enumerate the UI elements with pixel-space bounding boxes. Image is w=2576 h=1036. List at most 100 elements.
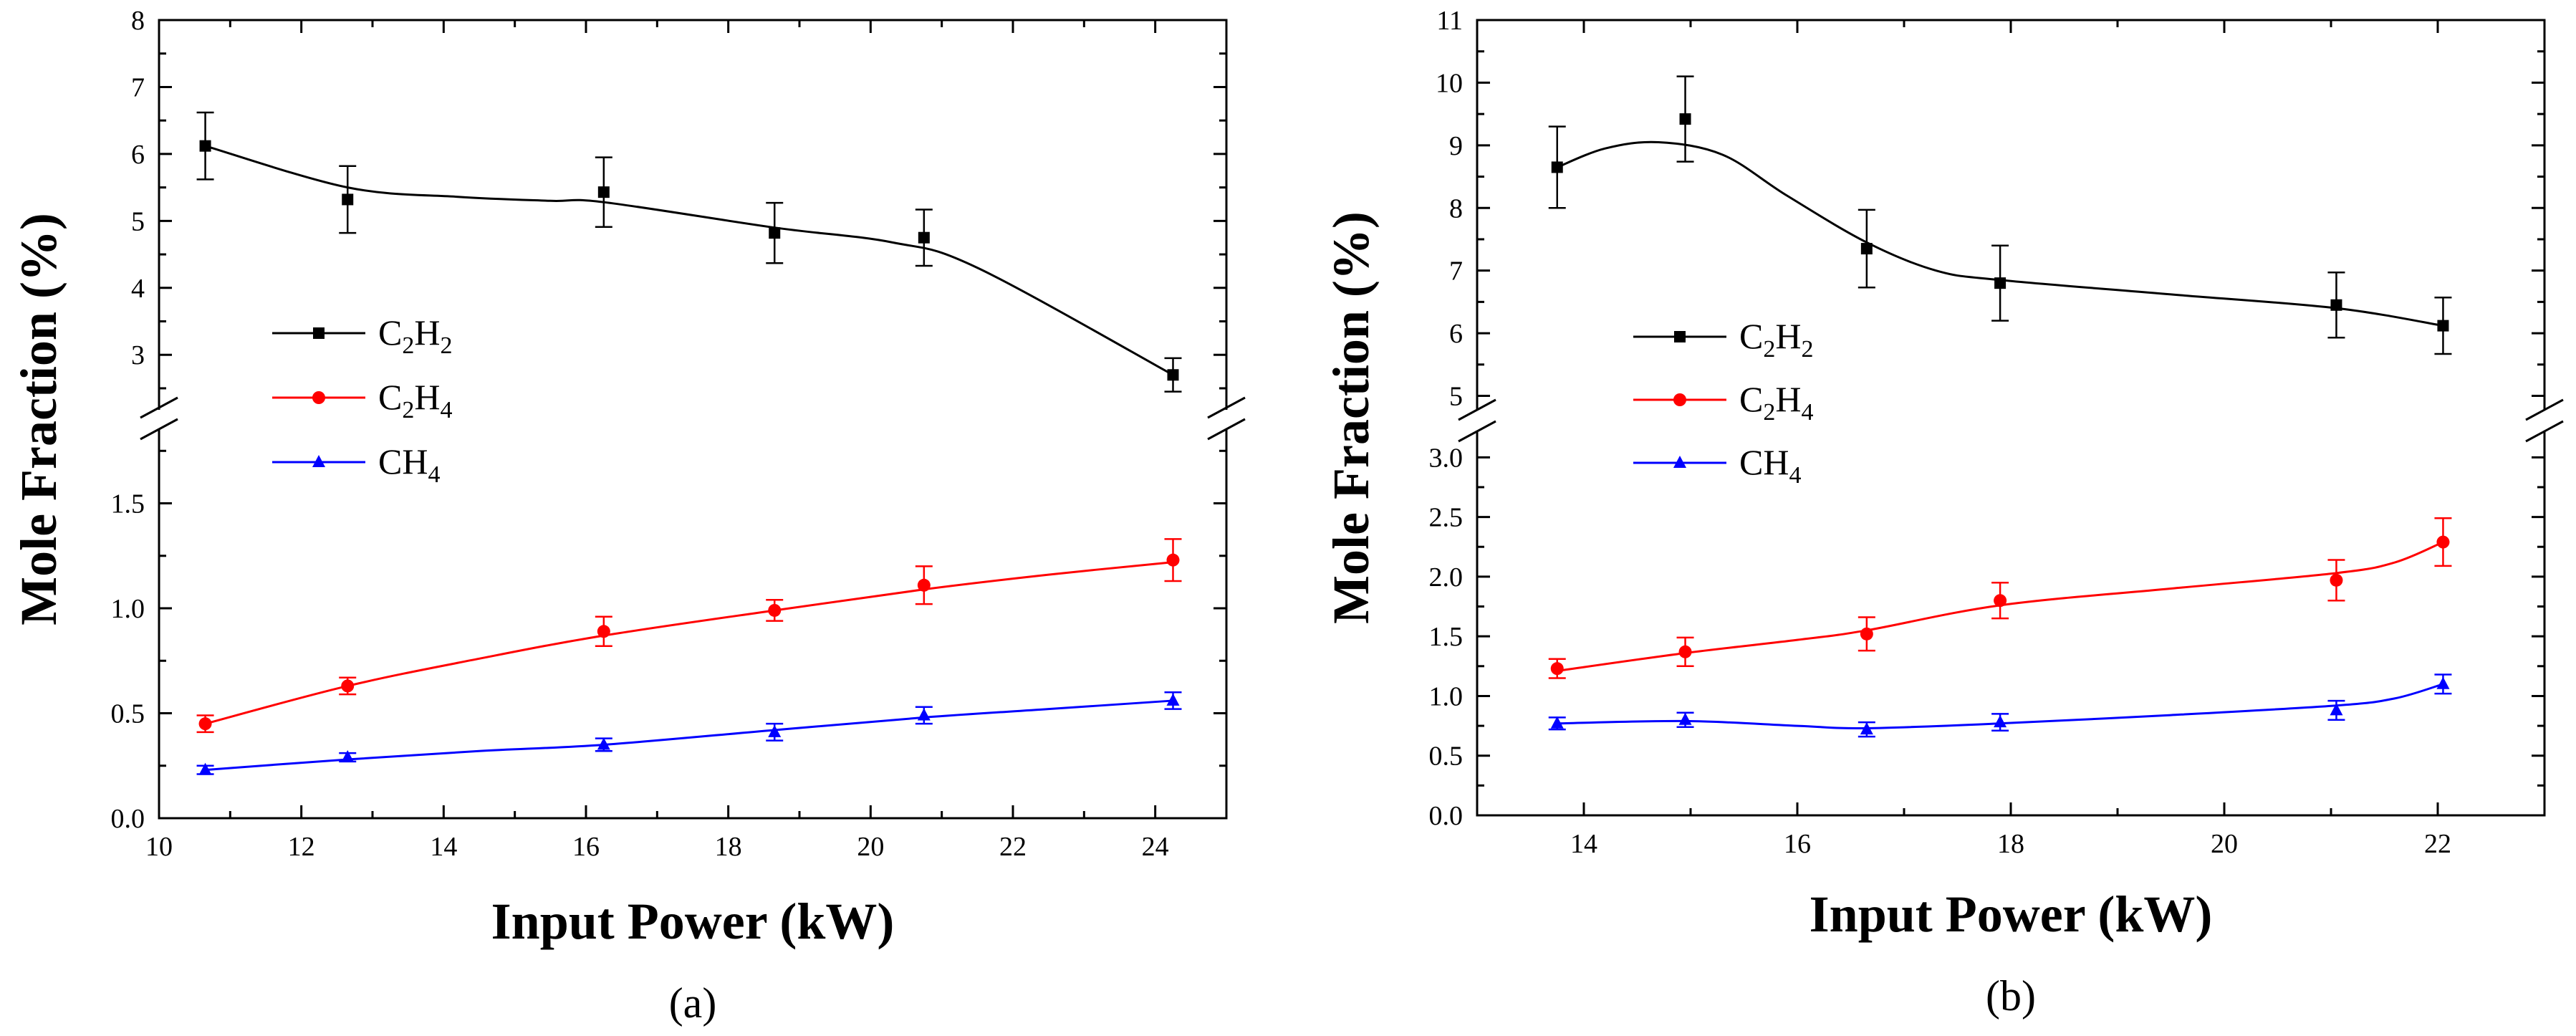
panela-x-tick-label: 14 xyxy=(430,832,457,862)
panelb-x-axis-title: Input Power (kW) xyxy=(1810,886,2213,943)
panela-x-tick-label: 22 xyxy=(999,832,1027,862)
panelb-legend-marker-c2h4 xyxy=(1673,393,1686,406)
panelb-y-tick-label-upper: 9 xyxy=(1449,131,1463,161)
panelb-c2h2-point xyxy=(1994,277,2007,289)
panelb-axis-break-mark xyxy=(2525,420,2564,443)
panelb-x-tick-label: 16 xyxy=(1784,829,1811,859)
panelb-legend-label-part: 4 xyxy=(1789,462,1801,489)
panela-legend-marker-c2h4 xyxy=(312,391,325,404)
panelb-series-ch4 xyxy=(1548,673,2452,738)
panela-legend-marker-ch4 xyxy=(312,455,325,467)
panelb-legend-label-part: 4 xyxy=(1801,399,1813,426)
panelb-legend-label-part: 2 xyxy=(1763,399,1775,426)
panela-y-tick-label-upper: 8 xyxy=(131,6,145,36)
panela-caption: (a) xyxy=(669,979,717,1027)
panelb-y-tick-label-upper: 6 xyxy=(1449,319,1463,349)
panelb-c2h2-point xyxy=(2330,299,2342,311)
panela-legend-label-part: 4 xyxy=(428,461,440,488)
panelb-y-tick-label-upper: 11 xyxy=(1436,6,1463,36)
panela-y-tick-label-upper: 7 xyxy=(131,72,145,102)
panela-y-tick-label-upper: 4 xyxy=(131,274,145,304)
panelb-chart: 14 16 18 20 225678910110.00.51.01.52.02.53.0… xyxy=(1322,6,2564,1020)
panela-c2h2-point xyxy=(597,186,610,198)
panela-ch4-point xyxy=(1166,693,1180,706)
panelb-series-c2h4 xyxy=(1548,517,2452,679)
panela-c2h4-point xyxy=(917,578,931,592)
panelb-legend-label-c2h4: C2H4 xyxy=(1739,379,1813,426)
panelb-legend-marker-c2h2 xyxy=(1674,331,1686,342)
panela-legend-label-part: 2 xyxy=(402,332,414,359)
panelb-c2h4-point xyxy=(1994,594,2007,608)
panelb-c2h4-point xyxy=(1550,662,1564,676)
panelb-y-tick-label-lower: 1.5 xyxy=(1429,622,1464,652)
panela-c2h4-point xyxy=(1166,553,1180,567)
panela-c2h4-point xyxy=(341,679,355,693)
panelb-legend-label-c2h2: C2H2 xyxy=(1739,316,1813,363)
panela-y-tick-label-upper: 3 xyxy=(131,340,145,370)
panela-ch4-point xyxy=(597,737,610,750)
panela-axis-break-mark xyxy=(1207,418,1246,441)
panela-legend-label-part: 4 xyxy=(440,397,452,423)
panela-c2h2-point xyxy=(342,193,354,206)
panela-x-tick-label: 10 xyxy=(145,832,173,862)
panela-c2h2-curve xyxy=(205,145,1174,376)
panelb-c2h2-point xyxy=(2437,320,2449,332)
panelb-plot-frame xyxy=(1476,19,2546,817)
panela-x-tick-label: 18 xyxy=(715,832,742,862)
panela-c2h4-point xyxy=(768,603,782,617)
panelb-ch4-point xyxy=(2330,703,2343,716)
panelb-ch4-point xyxy=(1994,715,2007,728)
panelb-axis-break-mark xyxy=(1458,398,1496,421)
panela-legend-label-part: H xyxy=(414,377,440,417)
panelb-y-tick-label-lower: 3.0 xyxy=(1429,443,1464,473)
panelb-y-axis-title: Mole Fraction (%) xyxy=(1322,211,1380,624)
panela-legend-label-part: C xyxy=(378,312,402,352)
panela-x-axis-title: Input Power (kW) xyxy=(491,893,895,950)
panelb-c2h2-point xyxy=(1860,243,1873,255)
panela-y-tick-label-lower: 0.5 xyxy=(111,699,145,729)
panela-legend-label-part: C xyxy=(378,377,402,417)
panelb-legend-label-part: 2 xyxy=(1801,336,1813,363)
panela-ch4-point xyxy=(768,724,782,737)
panelb-legend-marker-ch4 xyxy=(1673,456,1686,468)
panela-c2h4-point xyxy=(198,717,212,731)
panela-ch4-point xyxy=(917,708,931,721)
panelb-legend-label-part: CH xyxy=(1739,442,1789,482)
panelb-y-tick-label-lower: 2.0 xyxy=(1429,562,1464,593)
panelb-y-tick-label-lower: 0.5 xyxy=(1429,742,1464,772)
panela-series-ch4 xyxy=(196,691,1182,775)
panelb-y-tick-label-upper: 10 xyxy=(1436,68,1463,98)
panela-legend-label-part: CH xyxy=(378,441,428,481)
panela-c2h2-point xyxy=(769,227,781,239)
panela-ch4-curve xyxy=(205,699,1173,772)
panela-legend-label-c2h2: C2H2 xyxy=(378,312,452,359)
panela-ch4-point xyxy=(198,762,212,775)
panela-c2h2-point xyxy=(199,140,211,152)
panela-axis-break-mark xyxy=(1207,396,1246,419)
panelb-caption: (b) xyxy=(1986,972,2036,1020)
panela-plot-frame xyxy=(158,19,1228,820)
panela-x-tick-label: 12 xyxy=(288,832,315,862)
panela-legend-label-c2h4: C2H4 xyxy=(378,377,452,423)
panelb-x-tick-label: 20 xyxy=(2211,829,2238,859)
panelb-legend-label-part: H xyxy=(1775,316,1801,356)
panelb-ch4-point xyxy=(1860,722,1873,735)
panela-y-tick-label-lower: 1.5 xyxy=(111,489,145,519)
panela-legend-label-part: H xyxy=(414,312,440,352)
panelb-y-tick-label-upper: 8 xyxy=(1449,193,1463,224)
panela-legend-label-part: 2 xyxy=(402,397,414,423)
panelb-ch4-point xyxy=(1678,712,1692,725)
panelb-legend-label-part: H xyxy=(1775,379,1801,419)
panela-c2h4-curve xyxy=(205,561,1173,725)
panelb-ch4-point xyxy=(1550,716,1564,729)
panelb-c2h2-point xyxy=(1679,113,1691,125)
panela-c2h4-point xyxy=(597,625,610,638)
panelb-c2h4-point xyxy=(2330,573,2343,587)
panelb-y-tick-label-lower: 2.5 xyxy=(1429,503,1464,533)
panela-x-tick-label: 20 xyxy=(857,832,884,862)
panela-x-tick-label: 16 xyxy=(572,832,600,862)
panelb-c2h4-point xyxy=(1678,645,1692,658)
panelb-y-tick-label-upper: 5 xyxy=(1449,382,1463,412)
panela-legend-marker-c2h2 xyxy=(313,327,325,339)
